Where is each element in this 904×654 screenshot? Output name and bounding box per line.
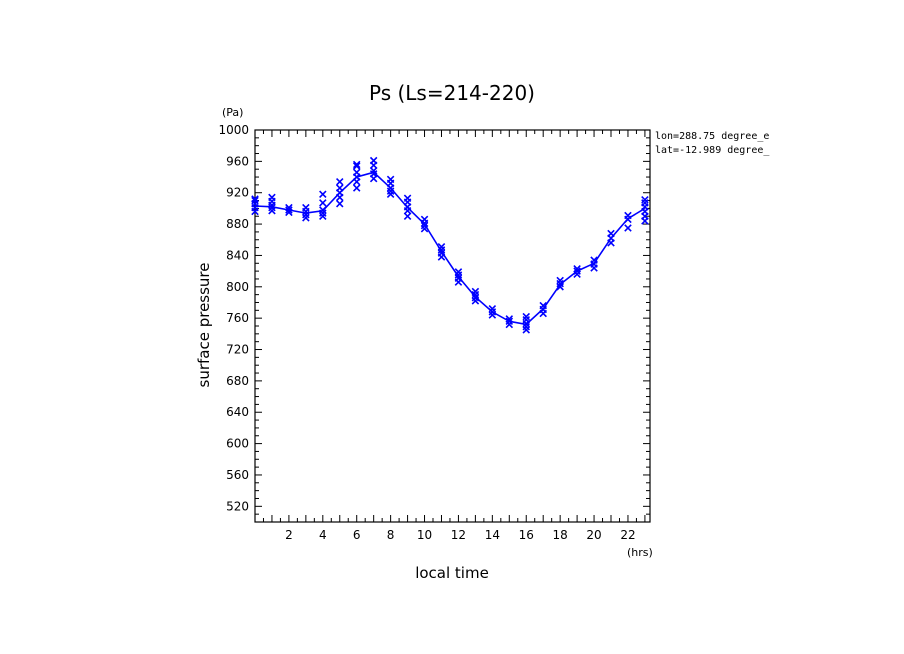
data-point (251, 196, 259, 205)
x-tick-label: 18 (553, 528, 568, 542)
x-tick-label: 6 (353, 528, 361, 542)
y-tick-label: 800 (226, 280, 249, 294)
data-point (335, 184, 344, 192)
data-point (624, 211, 632, 220)
data-point (352, 162, 361, 170)
y-tick-label: 880 (226, 217, 249, 231)
data-point (352, 168, 361, 177)
data-point (319, 206, 327, 214)
data-point (488, 304, 497, 313)
x-tick-label: 4 (319, 528, 327, 542)
x-tick-label: 12 (451, 528, 466, 542)
data-point (251, 195, 259, 203)
lon-annotation: lon=288.75 degree_e (655, 131, 769, 142)
data-point (403, 194, 412, 202)
data-point (573, 267, 581, 275)
data-point (505, 315, 514, 323)
data-point (268, 203, 276, 212)
y-tick-label: 640 (226, 405, 249, 419)
data-point (268, 193, 276, 202)
data-point (369, 167, 378, 175)
data-point (505, 317, 514, 326)
data-point (285, 206, 293, 214)
series-line (254, 171, 646, 326)
data-point (403, 212, 412, 221)
chart-title: Ps (Ls=214-220) (369, 81, 535, 105)
x-unit-label: (hrs) (627, 546, 653, 559)
data-point (386, 175, 395, 184)
x-tick-label: 2 (285, 528, 293, 542)
data-point (556, 276, 564, 285)
y-unit-label: (Pa) (222, 106, 243, 119)
y-tick-label: 760 (226, 311, 249, 325)
data-point (590, 256, 598, 264)
data-point (420, 215, 429, 224)
x-axis-title: local time (415, 564, 489, 582)
x-tick-label: 16 (519, 528, 534, 542)
y-axis-title: surface pressure (195, 263, 213, 388)
y-tick-label: 680 (226, 374, 249, 388)
data-point (420, 221, 429, 230)
x-tick-label: 8 (387, 528, 395, 542)
data-point (522, 312, 531, 321)
data-point (335, 199, 344, 208)
data-point (352, 184, 361, 192)
lat-annotation: lat=-12.989 degree_ (655, 145, 770, 156)
y-tick-label: 920 (226, 186, 249, 200)
x-tick-label: 14 (485, 528, 500, 542)
data-point (471, 287, 480, 296)
axis-ticks: 2 4 6 8 10 12 14 16 18 20 22 520 560 600 640 680 720 760 8… (218, 123, 650, 542)
y-tick-label: 1000 (218, 123, 249, 137)
data-point (285, 203, 293, 212)
data-point (352, 160, 361, 169)
data-point (624, 224, 632, 232)
x-tick-label: 22 (620, 528, 635, 542)
data-point (641, 196, 649, 204)
data-marks (251, 156, 649, 334)
data-point (607, 229, 615, 238)
data-point (302, 203, 310, 212)
y-tick-label: 960 (226, 154, 249, 168)
y-tick-label: 720 (226, 343, 249, 357)
data-point (335, 177, 344, 186)
data-point (437, 243, 446, 251)
data-point (539, 301, 547, 310)
x-tick-label: 10 (417, 528, 432, 542)
x-tick-label: 20 (586, 528, 601, 542)
y-tick-label: 520 (226, 499, 249, 513)
y-tick-label: 600 (226, 437, 249, 451)
data-point (319, 190, 327, 199)
plot-frame (254, 129, 651, 523)
data-point (369, 156, 378, 165)
y-tick-label: 840 (226, 248, 249, 262)
data-point (573, 265, 581, 273)
y-tick-label: 560 (226, 468, 249, 482)
data-point (454, 268, 463, 276)
data-point (319, 199, 327, 207)
